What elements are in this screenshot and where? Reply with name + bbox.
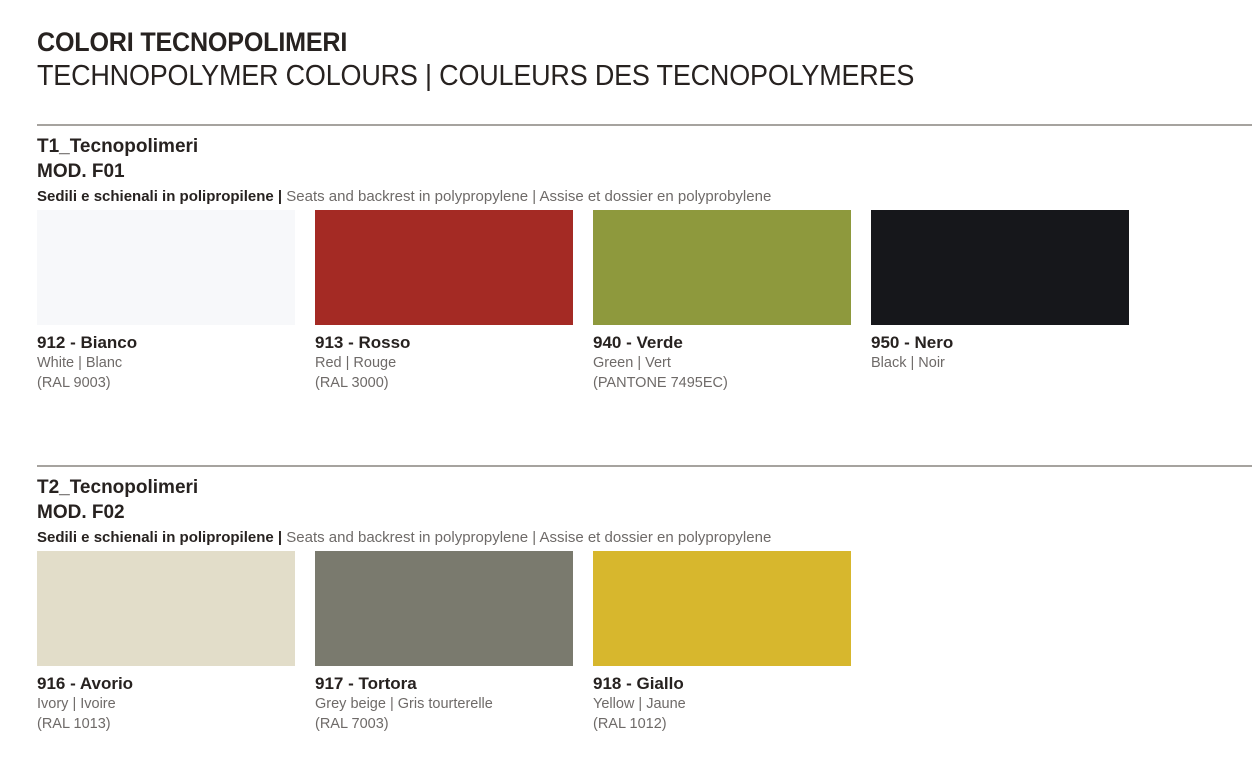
swatch-item-avorio: 916 - Avorio Ivory | Ivoire (RAL 1013) xyxy=(37,551,295,734)
swatch-code-name: 917 - Tortora xyxy=(315,674,417,693)
material-description-en-fr: Seats and backrest in polypropylene | As… xyxy=(286,188,772,205)
color-swatch xyxy=(37,551,295,666)
swatch-reference: (RAL 1013) xyxy=(37,716,111,732)
swatch-item-tortora: 917 - Tortora Grey beige | Gris tourtere… xyxy=(315,551,573,734)
swatch-code-name: 916 - Avorio xyxy=(37,674,134,693)
page-header: COLORI TECNOPOLIMERI TECHNOPOLYMER COLOU… xyxy=(37,26,1252,93)
swatch-reference: (RAL 1012) xyxy=(593,716,667,732)
section-t2-model: MOD. F02 xyxy=(37,502,125,523)
swatch-reference: (RAL 7003) xyxy=(315,716,389,732)
section-t2: T2_Tecnopolimeri MOD. F02 Sedili e schie… xyxy=(37,465,1252,734)
swatch-grid-t1: 912 - Bianco White | Blanc (RAL 9003) 91… xyxy=(37,210,1252,393)
color-swatch xyxy=(315,551,573,666)
swatch-code-name: 912 - Bianco xyxy=(37,333,138,352)
color-swatch xyxy=(37,210,295,325)
material-description-en-fr: Seats and backrest in polypropylene | As… xyxy=(286,529,772,546)
swatch-item-giallo: 918 - Giallo Yellow | Jaune (RAL 1012) xyxy=(593,551,851,734)
swatch-item-nero: 950 - Nero Black | Noir xyxy=(871,210,1129,393)
swatch-code-name: 950 - Nero xyxy=(871,333,954,352)
section-t1-title: T1_Tecnopolimeri xyxy=(37,136,199,157)
section-t1-model: MOD. F01 xyxy=(37,161,125,182)
swatch-item-rosso: 913 - Rosso Red | Rouge (RAL 3000) xyxy=(315,210,573,393)
swatch-translation: Grey beige | Gris tourterelle xyxy=(315,696,493,712)
swatch-code-name: 918 - Giallo xyxy=(593,674,684,693)
swatch-reference: (RAL 3000) xyxy=(315,375,389,391)
swatch-reference: (RAL 9003) xyxy=(37,375,111,391)
swatch-item-bianco: 912 - Bianco White | Blanc (RAL 9003) xyxy=(37,210,295,393)
swatch-translation: Ivory | Ivoire xyxy=(37,696,116,712)
section-t2-title: T2_Tecnopolimeri xyxy=(37,477,199,498)
swatch-translation: Red | Rouge xyxy=(315,355,397,371)
swatch-item-verde: 940 - Verde Green | Vert (PANTONE 7495EC… xyxy=(593,210,851,393)
swatch-code-name: 940 - Verde xyxy=(593,333,683,352)
swatch-reference: (PANTONE 7495EC) xyxy=(593,375,728,391)
swatch-grid-t2: 916 - Avorio Ivory | Ivoire (RAL 1013) 9… xyxy=(37,551,1252,734)
swatch-translation: White | Blanc xyxy=(37,355,123,371)
page-subtitle: TECHNOPOLYMER COLOURS | COULEURS DES TEC… xyxy=(37,60,915,92)
material-description-it: Sedili e schienali in polipropilene | xyxy=(37,529,283,546)
color-swatch xyxy=(315,210,573,325)
section-t1: T1_Tecnopolimeri MOD. F01 Sedili e schie… xyxy=(37,124,1252,393)
color-swatch xyxy=(593,210,851,325)
material-description-it: Sedili e schienali in polipropilene | xyxy=(37,188,283,205)
section-t2-material-line: Sedili e schienali in polipropilene | Se… xyxy=(37,527,1252,548)
swatch-translation: Green | Vert xyxy=(593,355,671,371)
section-t1-material-line: Sedili e schienali in polipropilene | Se… xyxy=(37,186,1252,207)
swatch-translation: Black | Noir xyxy=(871,355,945,371)
page-title: COLORI TECNOPOLIMERI xyxy=(37,27,348,57)
color-swatch xyxy=(871,210,1129,325)
swatch-translation: Yellow | Jaune xyxy=(593,696,686,712)
swatch-code-name: 913 - Rosso xyxy=(315,333,411,352)
color-swatch xyxy=(593,551,851,666)
